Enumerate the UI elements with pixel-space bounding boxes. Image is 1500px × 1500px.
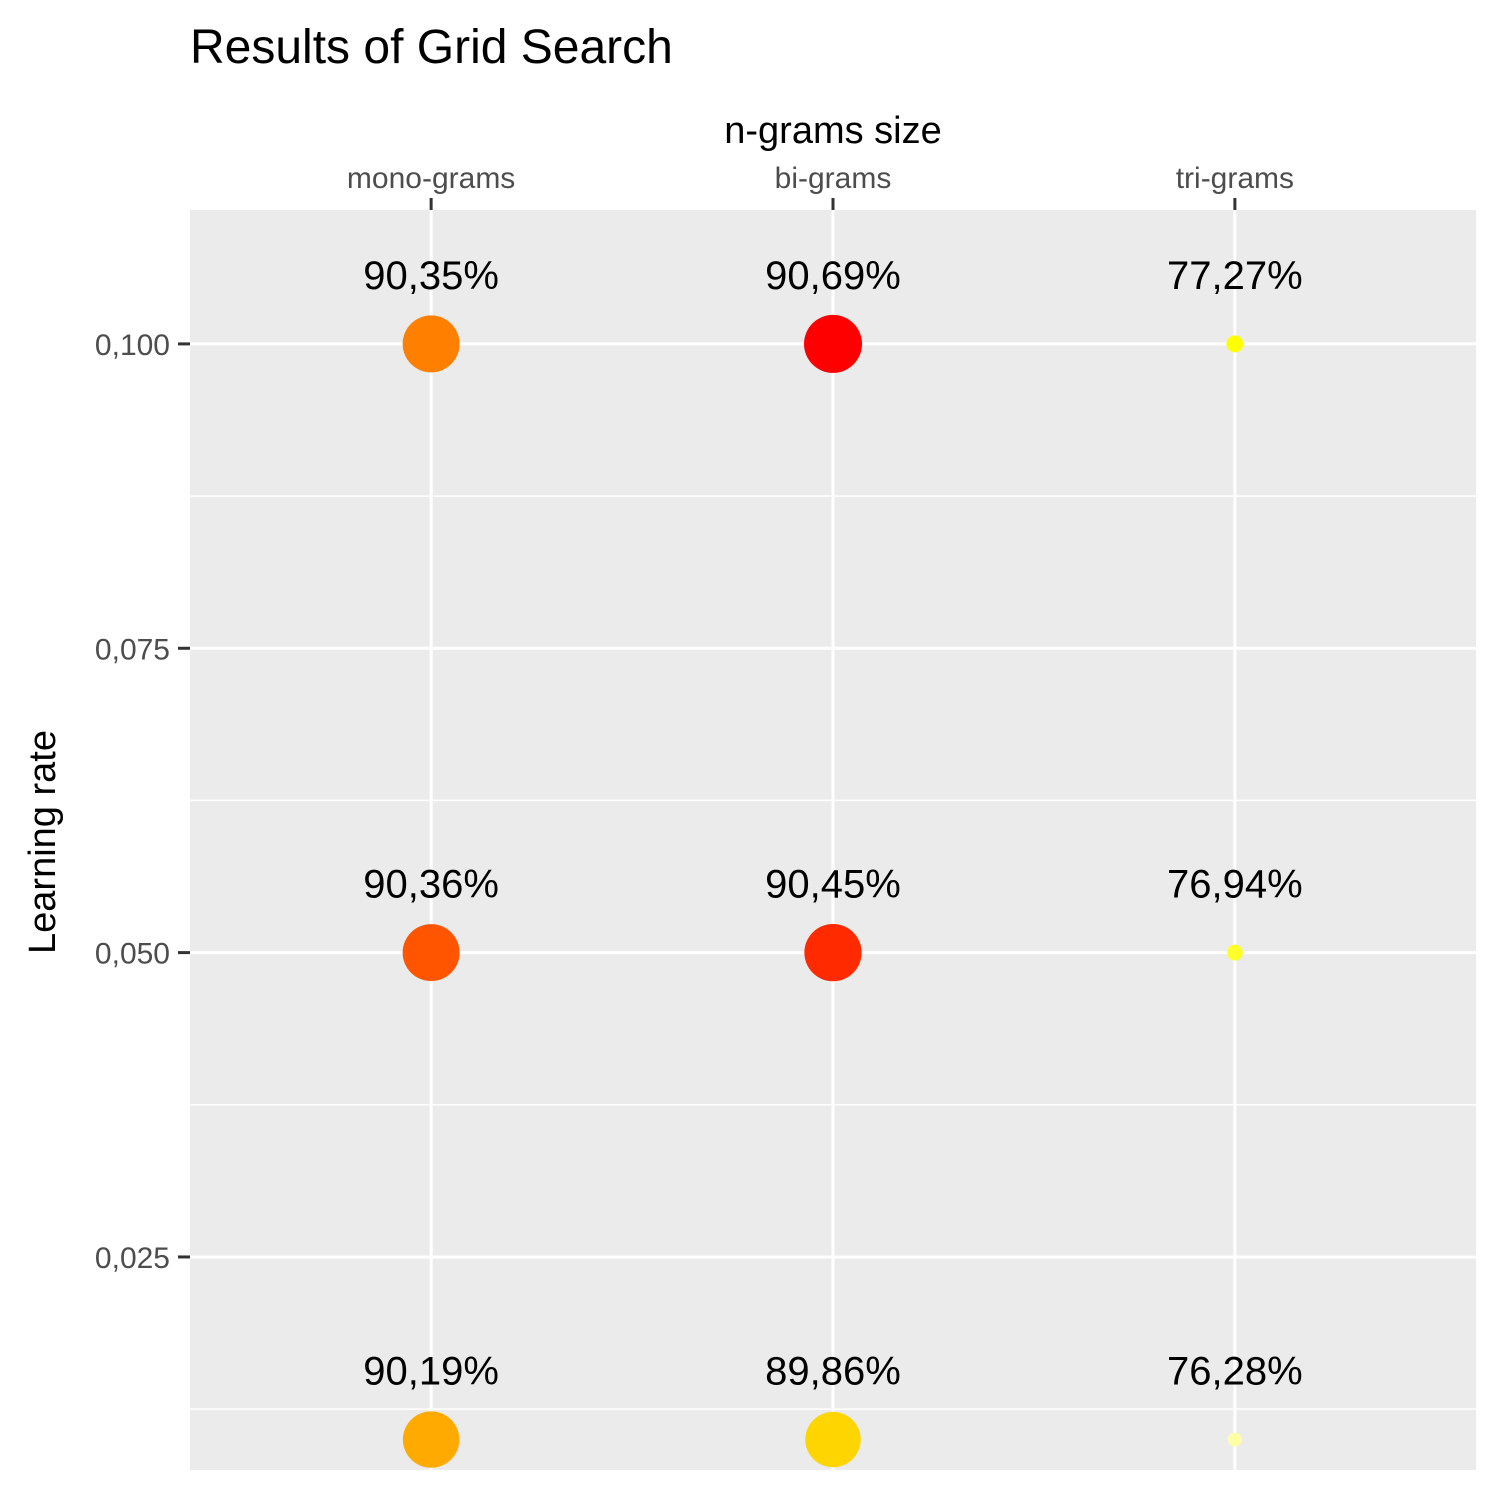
data-point (1226, 335, 1244, 353)
plot-area: 0,025 0,050 0,075 0,100 mono-grams bi-grams tr… (95, 162, 1476, 1470)
data-label: 90,45% (765, 863, 901, 907)
x-tick-label: mono-grams (347, 162, 515, 195)
data-point (805, 1411, 861, 1468)
data-label: 90,69% (765, 254, 901, 298)
data-point (402, 1411, 460, 1468)
data-label: 90,19% (363, 1350, 499, 1394)
x-tick-label: tri-grams (1176, 162, 1294, 195)
y-tick-label: 0,100 (95, 329, 170, 362)
data-point (804, 314, 862, 373)
chart-title: Results of Grid Search (190, 21, 673, 74)
data-label: 76,94% (1167, 863, 1303, 907)
data-point (1226, 944, 1243, 961)
data-label: 77,27% (1167, 254, 1303, 298)
data-point (402, 924, 460, 982)
data-label: 76,28% (1167, 1350, 1303, 1394)
x-tick-label: bi-grams (775, 162, 892, 195)
data-point (402, 315, 460, 373)
data-label: 89,86% (765, 1350, 901, 1394)
y-tick-label: 0,025 (95, 1242, 170, 1275)
data-label: 90,36% (363, 863, 499, 907)
data-label: 90,35% (363, 254, 499, 298)
x-axis-title: n-grams size (724, 110, 942, 152)
y-axis-title: Learning rate (22, 730, 64, 954)
y-tick-label: 0,075 (95, 633, 170, 666)
data-point (1227, 1432, 1242, 1447)
y-tick-label: 0,050 (95, 938, 170, 971)
data-point (804, 923, 862, 982)
